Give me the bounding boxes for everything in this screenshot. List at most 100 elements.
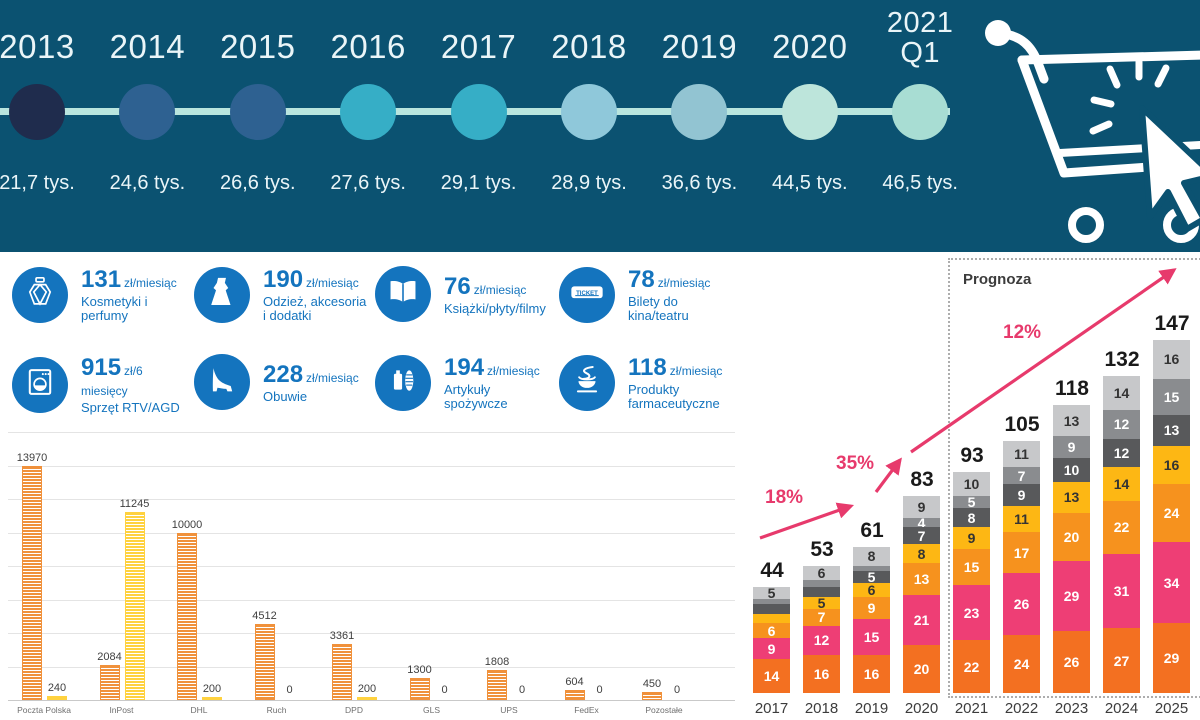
timeline-year-label: 2016 (330, 28, 406, 65)
timeline-item: 2013 21,7 tys. (0, 0, 93, 195)
banner: 2013 21,7 tys. 2014 24,6 tys. 2015 26,6 tys. 2… (0, 0, 1200, 252)
stack-segment-segment-4: 16 (1153, 445, 1190, 485)
stack-x-label: 2021 (954, 700, 989, 717)
stack-segment-segment-2: 21 (903, 594, 940, 645)
stack-segment-segment-1: 26 (1053, 630, 1090, 693)
bar-yellow (124, 511, 145, 700)
stack-segment-segment-6: 5 (953, 494, 990, 510)
gridline (8, 599, 735, 601)
category-card: 190 zł/miesiąc Odzież, akcesoria i dodatki (194, 266, 372, 323)
stack-x-label: 2017 (754, 700, 789, 717)
timeline-year-label: 2021 Q1 (864, 0, 976, 68)
category-card: 228 zł/miesiąc Obuwie (194, 354, 372, 410)
stack-segment-segment-3: 7 (803, 609, 840, 626)
category-icon-circle (559, 354, 615, 411)
category-amount-line: 131 zł/miesiąc (81, 266, 190, 294)
category-unit: zł/miesiąc (124, 276, 177, 290)
washer-icon (23, 365, 57, 404)
stack-segment-segment-7: 16 (1153, 340, 1190, 379)
timeline-value: 27,6 tys. (330, 172, 406, 194)
category-unit: zł/6 miesięcy (81, 364, 143, 398)
stack-segment-segment-6: 7 (1003, 467, 1040, 485)
book-icon (386, 275, 420, 314)
timeline-value: 46,5 tys. (882, 172, 958, 194)
timeline-dot (9, 84, 65, 140)
pharmacy-icon (570, 363, 604, 402)
category-amount: 915 (81, 354, 122, 381)
stacked-bar: 16 15 9 6 5 8 (853, 546, 890, 693)
stack-segment-segment-4: 8 (903, 544, 940, 564)
bar-value-label: 200 (357, 682, 377, 695)
timeline-value: 24,6 tys. (109, 172, 186, 194)
x-axis-label: DPD (345, 705, 363, 715)
stacked-bar: 14 9 6 5 (753, 585, 790, 693)
category-icon-circle (375, 266, 431, 322)
dress-icon (205, 275, 239, 314)
stack-segment-segment-2: 26 (1003, 573, 1040, 636)
timeline-item: 2016 27,6 tys. (312, 0, 424, 195)
stack-segment-segment-5: 10 (1053, 457, 1090, 482)
stack-segment-segment-5: 13 (1153, 414, 1190, 446)
stack-segment-segment-5: 12 (1103, 438, 1140, 468)
x-axis-label: Poczta Polska (17, 705, 71, 715)
category-amount-line: 78 zł/miesiąc (628, 266, 737, 294)
stack-segment-segment-4: 5 (803, 595, 840, 611)
stack-segment-segment-7: 5 (753, 585, 790, 601)
bar-orange (487, 669, 507, 700)
timeline-quarter-label: Q1 (900, 37, 941, 69)
category-text: 118 zł/miesiąc Produkty farmaceutyczne (628, 354, 722, 411)
stack-x-label: 2023 (1054, 700, 1089, 717)
timeline-value: 28,9 tys. (551, 172, 627, 194)
stack-segment-segment-1: 14 (753, 659, 790, 693)
stack-total-label: 118 (1055, 377, 1089, 400)
timeline-year-label: 2013 (0, 28, 75, 65)
category-amount: 118 (628, 354, 667, 381)
prognoza-box (948, 258, 1200, 698)
stack-segment-segment-7: 9 (903, 496, 940, 518)
bar-orange (99, 665, 120, 700)
growth-label: 18% (765, 487, 804, 508)
bar-value-label: 1300 (407, 664, 432, 677)
category-card: 118 zł/miesiąc Produkty farmaceutyczne (559, 354, 737, 411)
stack-segment-segment-1: 16 (853, 654, 890, 693)
timeline-year-label: 2014 (109, 28, 186, 65)
category-amount-line: 228 zł/miesiąc (263, 361, 359, 389)
stack-segment-segment-6: 15 (1153, 378, 1190, 415)
bar-orange (564, 689, 585, 700)
timeline-item: 2015 26,6 tys. (202, 0, 314, 195)
stacked-bar: 26 29 20 13 10 9 13 (1053, 405, 1090, 693)
stack-total-label: 44 (760, 559, 784, 583)
category-label: Produkty farmaceutyczne (628, 382, 720, 411)
timeline-item: 2021 Q1 46,5 tys. (864, 0, 976, 194)
stacked-bar: 16 12 7 5 6 (803, 565, 840, 693)
timeline-year-label: 2018 (551, 28, 627, 65)
stack-segment-segment-4: 6 (853, 582, 890, 598)
category-card: 194 zł/miesiąc Artykuły spożywcze (375, 354, 553, 411)
category-text: 78 zł/miesiąc Bilety do kina/teatru (628, 266, 737, 323)
bar-yellow (202, 696, 222, 700)
bar-yellow (357, 696, 377, 700)
stack-x-label: 2024 (1104, 700, 1139, 717)
x-axis-label: InPost (109, 705, 134, 715)
stack-x-label: 2025 (1154, 700, 1189, 717)
gridline (8, 432, 735, 433)
timeline-dot (561, 84, 617, 140)
stack-segment-segment-4: 11 (1003, 505, 1040, 533)
bar-value-label: 3361 (329, 629, 355, 642)
stack-segment-segment-6: 4 (903, 515, 940, 531)
stack-segment-segment-5: 5 (853, 569, 890, 585)
timeline-dot (671, 84, 728, 140)
stack-segment-segment-3: 24 (1153, 484, 1190, 542)
stack-segment-segment-3: 15 (953, 549, 990, 585)
category-card: TICKET 78 zł/miesiąc Bilety do kina/teatru (559, 266, 737, 323)
stack-total-label: 132 (1104, 348, 1140, 372)
category-amount: 78 (628, 266, 655, 293)
bar-orange (409, 678, 430, 700)
timeline-item: 2017 29,1 tys. (423, 0, 535, 195)
stack-segment-segment-4 (753, 613, 790, 624)
stack-x-label: 2022 (1004, 700, 1039, 717)
x-axis-label: UPS (500, 705, 518, 715)
stack-segment-segment-2: 31 (1103, 553, 1140, 629)
stack-segment-segment-4: 13 (1053, 481, 1090, 514)
bar-orange (254, 624, 275, 700)
